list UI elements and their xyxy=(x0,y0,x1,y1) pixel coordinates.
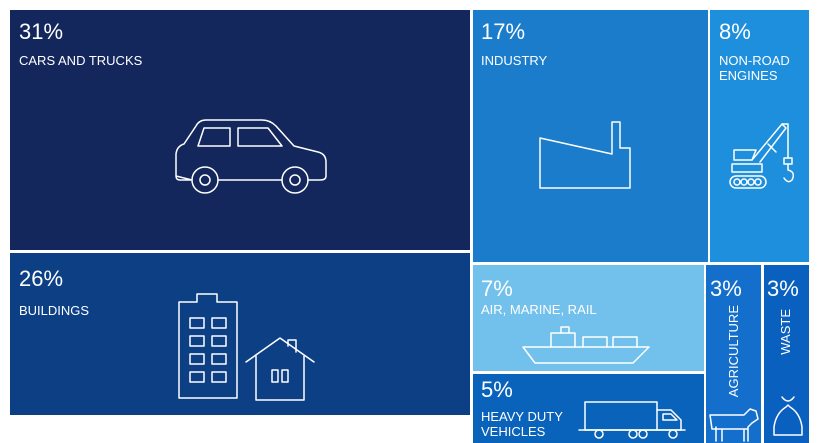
label-cars-and-trucks: CARS AND TRUCKS xyxy=(19,53,143,68)
tile-waste: 3% WASTE xyxy=(764,265,809,443)
factory-icon xyxy=(539,121,631,189)
pct-agriculture: 3% xyxy=(710,276,742,301)
pct-non-road-engines: 8% xyxy=(719,19,751,44)
label-industry: INDUSTRY xyxy=(481,53,548,68)
tile-non-road-engines: 8% NON-ROAD ENGINES xyxy=(710,10,809,262)
label-non-road-engines: NON-ROAD ENGINES xyxy=(719,53,790,83)
tile-buildings: 26% BUILDINGS xyxy=(10,253,470,415)
tile-heavy-duty-vehicles: 5% HEAVY DUTY VEHICLES xyxy=(473,374,704,443)
pct-buildings: 26% xyxy=(19,266,64,291)
house-icon xyxy=(245,337,315,401)
label-air-marine-rail: AIR, MARINE, RAIL xyxy=(481,302,597,317)
pct-heavy-duty-vehicles: 5% xyxy=(481,377,513,402)
label-waste: WASTE xyxy=(778,309,793,355)
crane-icon xyxy=(729,123,795,189)
tile-air-marine-rail: 7% AIR, MARINE, RAIL xyxy=(473,265,704,371)
car-icon xyxy=(175,119,327,194)
pct-waste: 3% xyxy=(767,276,799,301)
cow-icon xyxy=(709,408,759,442)
garbage-bag-icon xyxy=(773,396,803,436)
tile-agriculture: 3% AGRICULTURE xyxy=(706,265,761,443)
label-agriculture: AGRICULTURE xyxy=(726,305,741,398)
ship-icon xyxy=(522,326,650,364)
pct-air-marine-rail: 7% xyxy=(481,276,513,301)
pct-cars-and-trucks: 31% xyxy=(19,19,64,44)
pct-industry: 17% xyxy=(481,19,526,44)
tile-industry: 17% INDUSTRY xyxy=(473,10,708,262)
building-icon xyxy=(178,293,238,399)
truck-icon xyxy=(578,401,686,439)
label-heavy-duty-vehicles: HEAVY DUTY VEHICLES xyxy=(481,409,563,439)
tile-cars-and-trucks: 31% CARS AND TRUCKS xyxy=(10,10,470,250)
label-buildings: BUILDINGS xyxy=(19,303,90,318)
